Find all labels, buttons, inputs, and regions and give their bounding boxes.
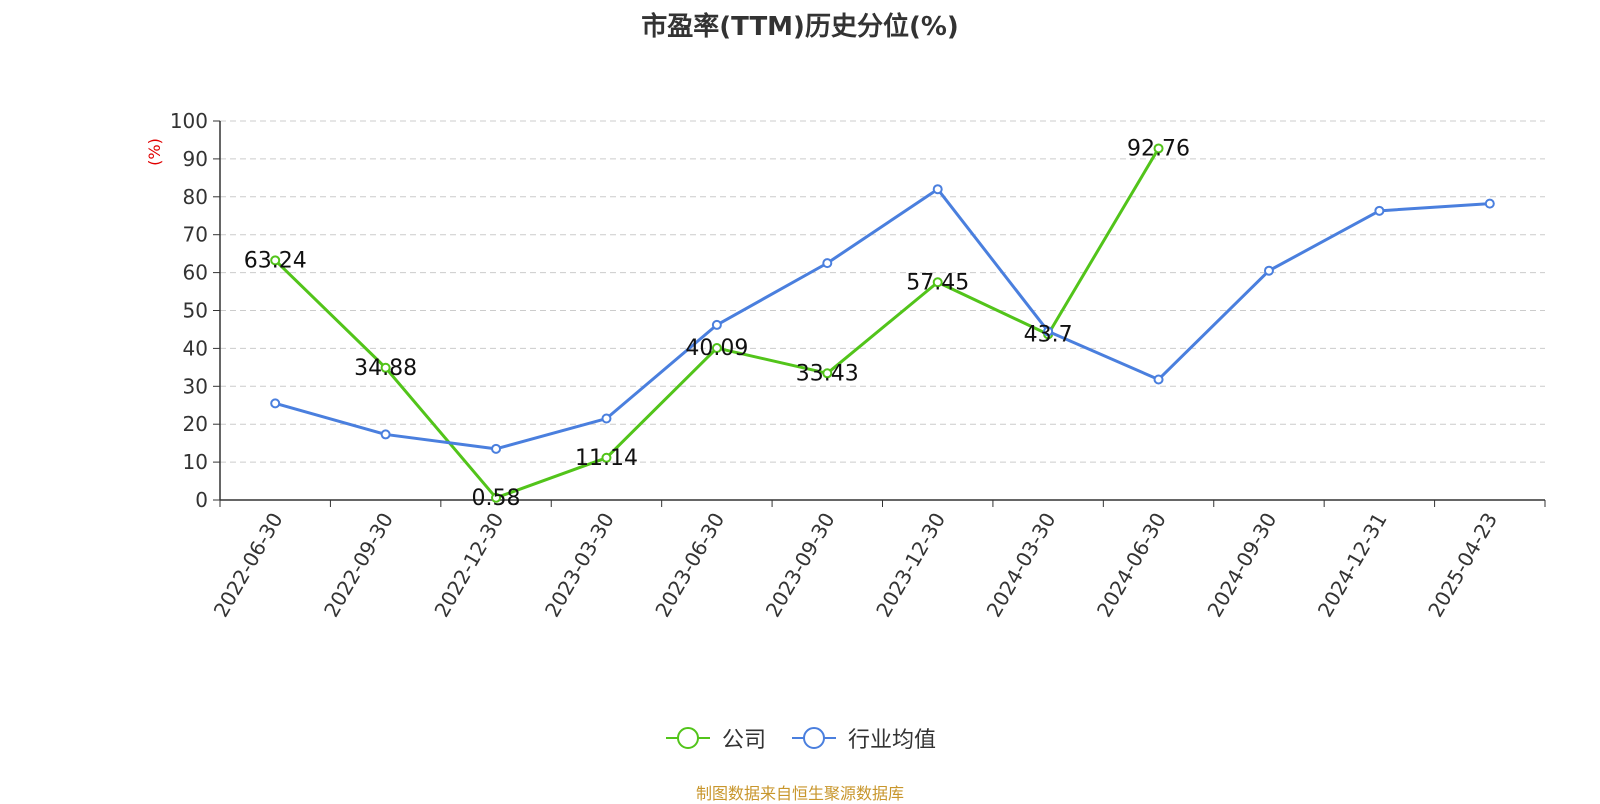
data-label: 34.88: [354, 356, 417, 381]
x-tick-label: 2022-09-30: [319, 509, 398, 622]
legend-label-industry-avg: 行业均值: [848, 728, 937, 753]
y-tick-label: 50: [183, 299, 208, 323]
x-tick-label: 2023-06-30: [650, 509, 729, 622]
data-point[interactable]: [932, 184, 943, 195]
y-tick-label: 40: [183, 336, 208, 360]
data-point[interactable]: [491, 443, 502, 454]
legend-item-industry-avg[interactable]: 行业均值: [790, 722, 936, 754]
x-tick-label: 2023-12-30: [871, 509, 950, 622]
series-layer: [270, 143, 1495, 503]
data-point[interactable]: [270, 398, 281, 409]
data-point[interactable]: [1043, 326, 1054, 337]
data-point[interactable]: [270, 255, 281, 266]
data-point[interactable]: [380, 362, 391, 373]
data-label: 40.09: [685, 336, 748, 361]
x-tick-label: 2023-03-30: [540, 509, 619, 622]
data-label: 11.14: [575, 446, 638, 471]
grid-layer: [220, 120, 1545, 463]
data-point[interactable]: [1263, 265, 1274, 276]
x-tick-label: 2022-06-30: [209, 509, 288, 622]
y-tick-label: 80: [183, 185, 208, 209]
chart-title: 市盈率(TTM)历史分位(%): [641, 12, 959, 42]
y-tick-label: 90: [183, 147, 208, 171]
data-point[interactable]: [711, 343, 722, 354]
data-label: 43.7: [1024, 322, 1073, 347]
legend-marker-company-icon: [665, 727, 710, 749]
x-tick-label: 2022-12-30: [429, 509, 508, 622]
data-point[interactable]: [932, 277, 943, 288]
y-tick-label: 60: [183, 261, 208, 285]
data-point[interactable]: [601, 452, 612, 463]
x-tick-label: 2024-06-30: [1092, 509, 1171, 622]
data-label: 92.76: [1127, 136, 1190, 161]
data-point[interactable]: [1374, 205, 1385, 216]
y-tick-label: 0: [195, 488, 208, 512]
y-tick-label: 10: [183, 450, 208, 474]
legend-label-company: 公司: [721, 728, 766, 753]
data-label: 63.24: [244, 248, 307, 273]
y-tick-label: 20: [183, 412, 208, 436]
legend-item-company[interactable]: 公司: [664, 722, 766, 754]
data-point[interactable]: [711, 319, 722, 330]
data-label: 57.45: [906, 270, 969, 295]
data-source-note: 制图数据来自恒生聚源数据库: [695, 784, 904, 803]
legend-marker-industry-icon: [792, 727, 836, 749]
x-tick-label: 2024-03-30: [982, 509, 1061, 622]
y-tick-label: 100: [170, 109, 208, 133]
y-tick-label: 30: [183, 374, 208, 398]
legend: 公司 行业均值: [0, 722, 1600, 754]
data-point[interactable]: [822, 258, 833, 269]
data-point[interactable]: [1484, 198, 1495, 209]
x-tick-label: 2023-09-30: [761, 509, 840, 622]
data-label: 0.58: [472, 486, 521, 511]
data-point[interactable]: [1153, 143, 1164, 154]
data-point[interactable]: [822, 368, 833, 379]
y-tick-label: 70: [183, 223, 208, 247]
x-tick-label: 2024-12-31: [1313, 509, 1392, 622]
data-point[interactable]: [601, 413, 612, 424]
data-point[interactable]: [491, 492, 502, 503]
x-tick-label: 2025-04-23: [1423, 509, 1502, 622]
y-axis-label: (%): [145, 138, 164, 166]
series-line-1: [274, 187, 1490, 451]
data-point[interactable]: [1153, 374, 1164, 385]
label-layer: 63.24 34.88 0.58 11.14 40.09 33.43 57.45 43.7 92…: [244, 136, 1190, 510]
data-label: 33.43: [796, 361, 859, 386]
x-tick-label: 2024-09-30: [1202, 509, 1281, 622]
data-point[interactable]: [380, 429, 391, 440]
